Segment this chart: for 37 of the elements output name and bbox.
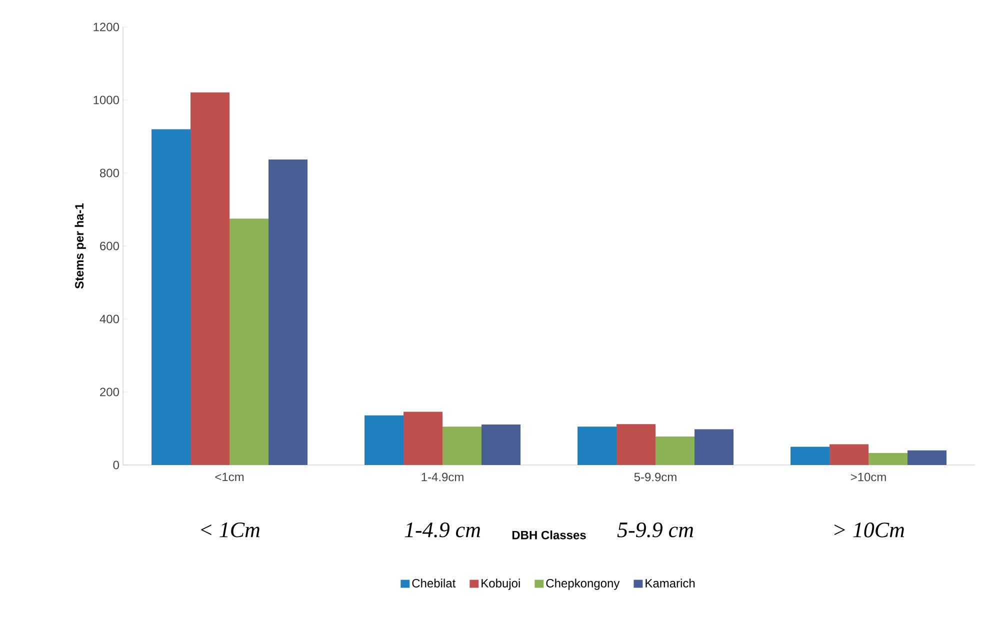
bar — [790, 446, 830, 465]
y-tick-label: 1200 — [94, 22, 120, 32]
bar — [230, 218, 268, 465]
legend-label: Kamarich — [646, 578, 695, 588]
legend-label: Chebilat — [412, 578, 456, 588]
legend-label: Chepkongony — [546, 578, 620, 590]
text: 1-4.9 cm — [404, 522, 480, 538]
text: < 1Cm — [201, 522, 260, 538]
bar — [908, 450, 947, 465]
bar — [442, 426, 482, 465]
x-tick-label: 5-9.9cm — [634, 472, 676, 482]
y-tick-label: 400 — [100, 314, 120, 324]
y-axis-title: Stems per ha-1 — [74, 203, 86, 289]
y-tick-label: 600 — [100, 242, 120, 250]
x-tick-label: >10cm — [850, 472, 886, 482]
bar — [152, 129, 190, 465]
x-tick-label: <1cm — [215, 472, 244, 482]
bar — [694, 429, 734, 465]
bar — [616, 424, 656, 465]
y-tick-label: 1000 — [94, 96, 120, 104]
bar — [830, 444, 869, 465]
y-tick-label: 800 — [100, 168, 120, 178]
x-axis-title: DBH Classes — [512, 530, 586, 540]
y-tick-label: 200 — [100, 388, 120, 396]
legend-label: Kobujoi — [482, 578, 520, 590]
y-tick-label: 0 — [113, 460, 120, 470]
x-tick-label: 1-4.9cm — [422, 472, 464, 482]
bar — [190, 92, 230, 465]
bar — [578, 426, 617, 465]
bar — [364, 415, 404, 465]
bar — [656, 436, 695, 465]
bar — [482, 424, 521, 465]
bar — [868, 452, 908, 465]
bar — [268, 159, 308, 465]
text: 5-9.9 cm — [617, 522, 694, 538]
text: > 10Cm — [834, 522, 904, 538]
bar — [404, 412, 443, 465]
